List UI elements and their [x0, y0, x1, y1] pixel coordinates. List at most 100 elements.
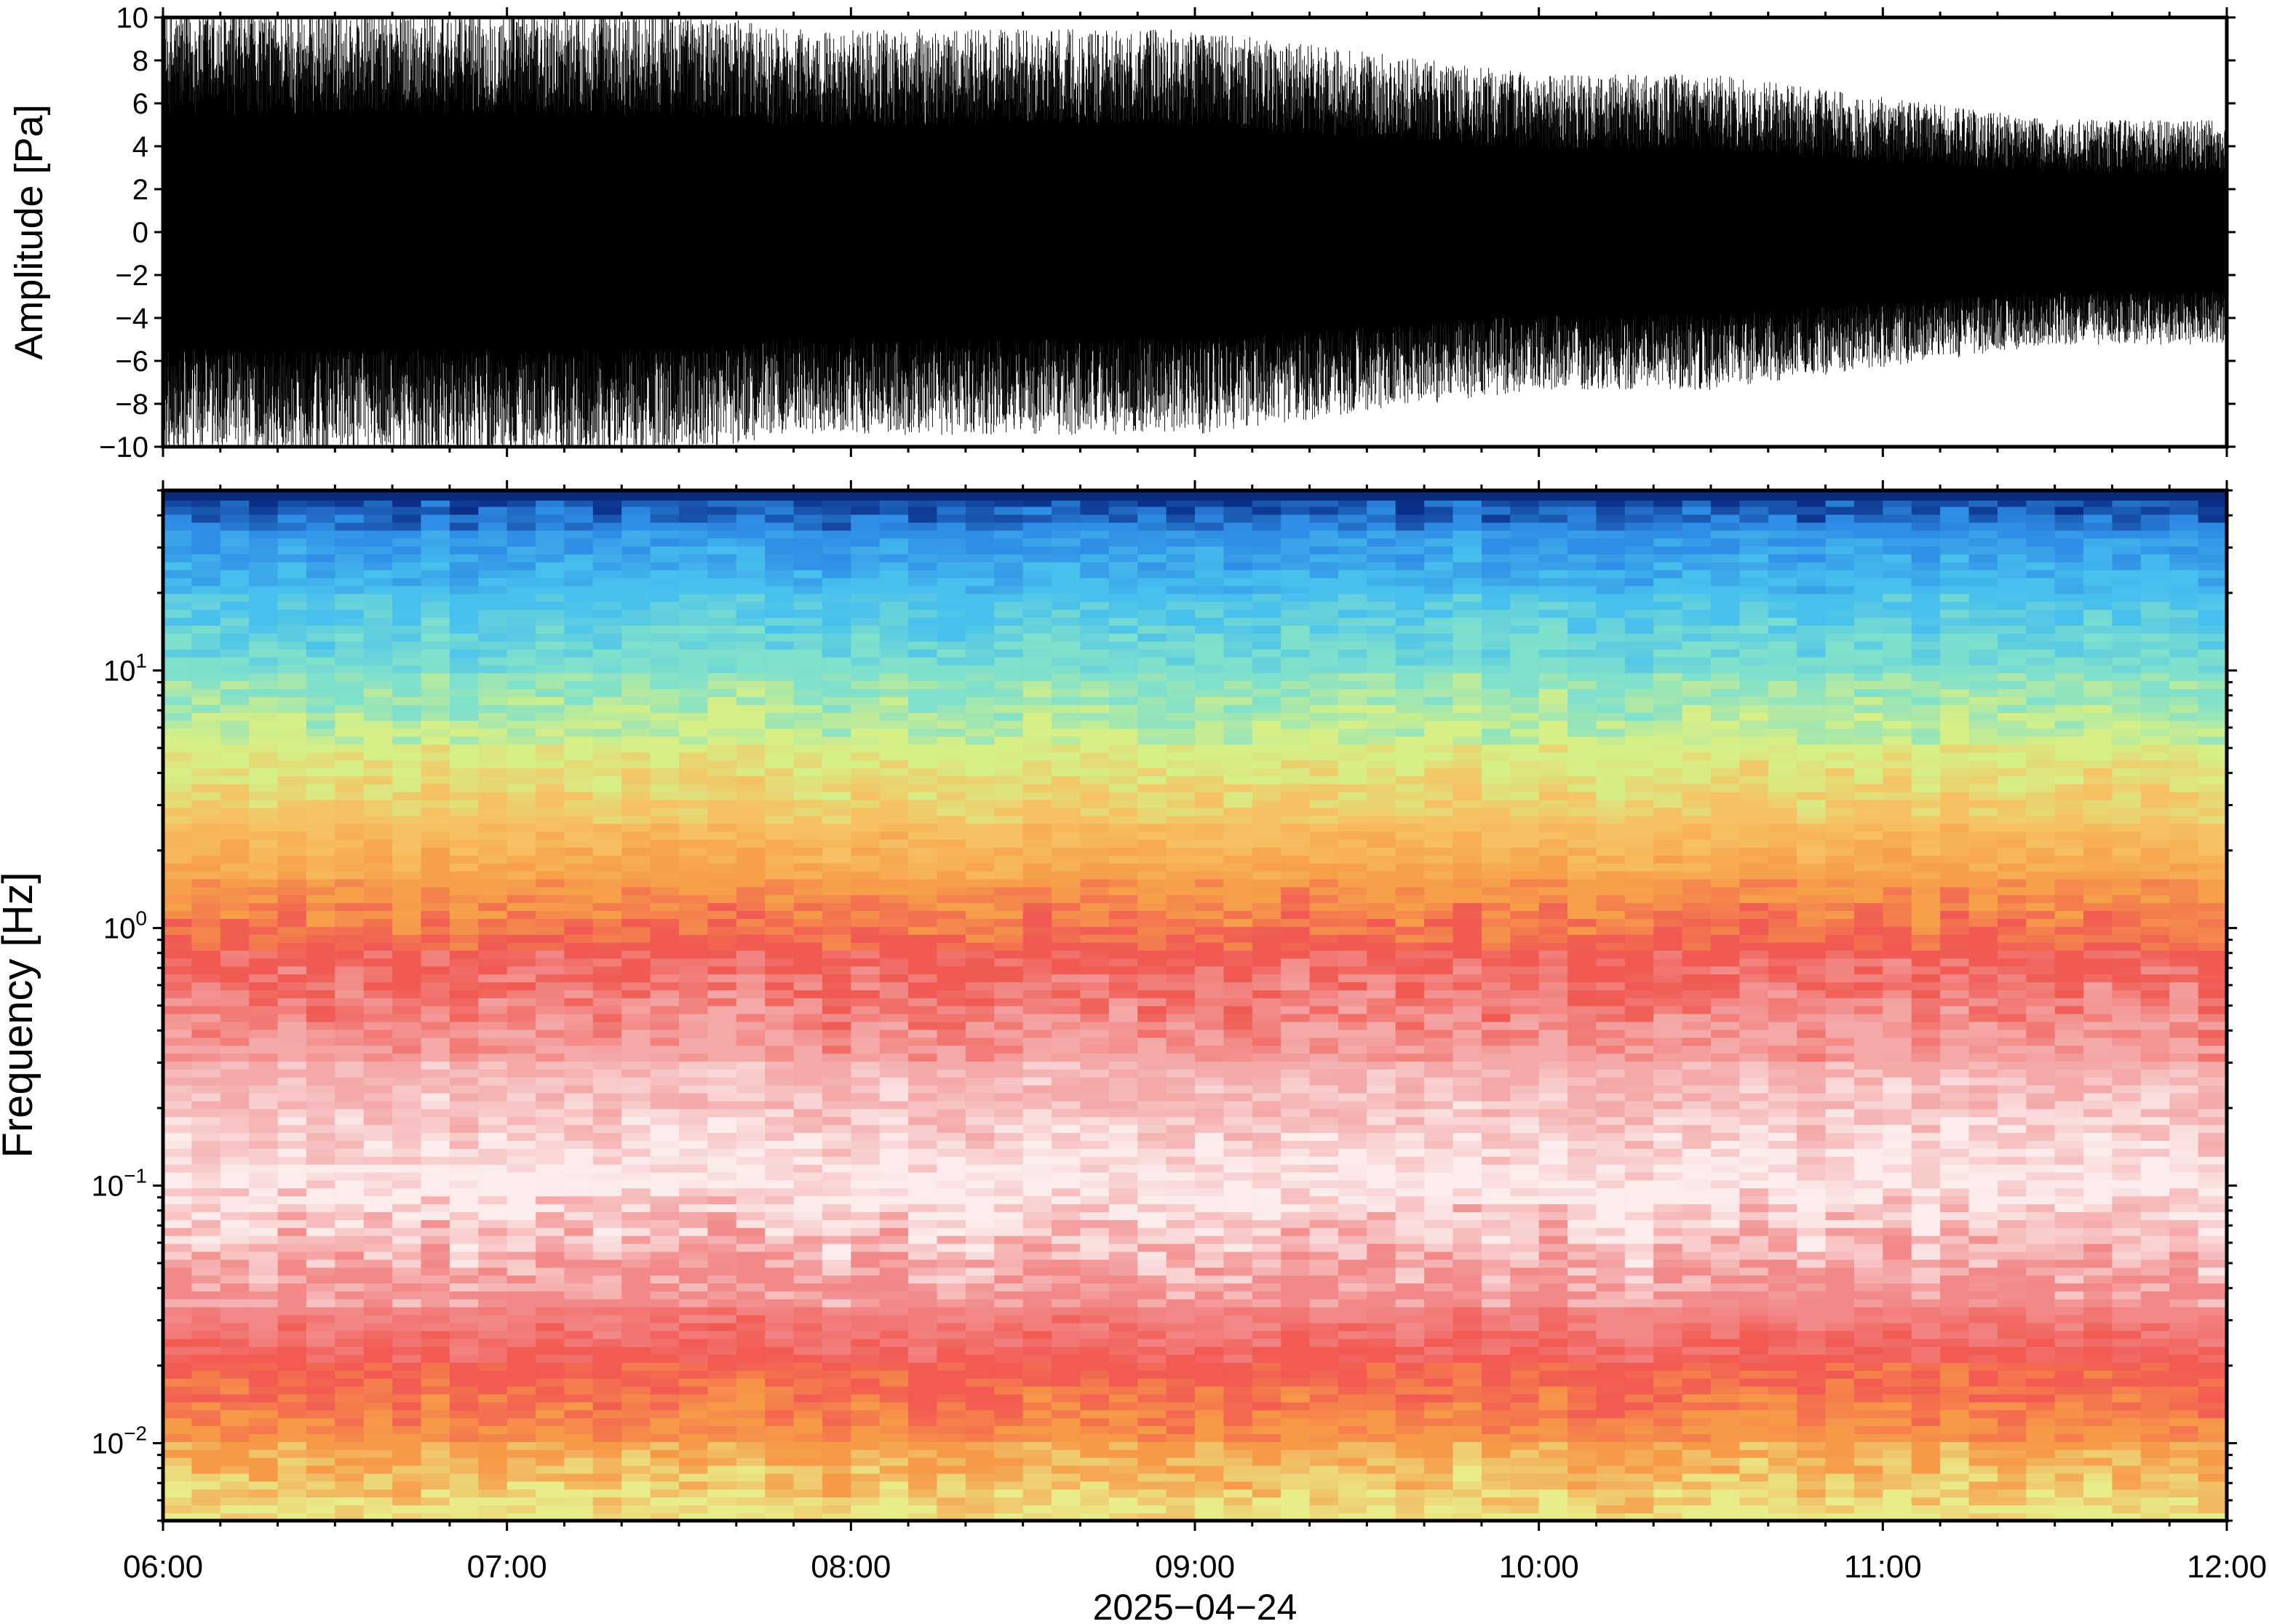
- spectrogram-cell: [1022, 776, 1052, 784]
- spectrogram-cell: [449, 768, 480, 776]
- spectrogram-cell: [736, 918, 766, 927]
- spectrogram-cell: [449, 878, 480, 888]
- spectrogram-cell: [994, 942, 1024, 951]
- spectrogram-cell: [707, 894, 737, 904]
- spectrogram-cell: [421, 1235, 450, 1244]
- spectrogram-cell: [506, 688, 536, 697]
- spectrogram-cell: [650, 768, 680, 776]
- spectrogram-cell: [536, 1425, 565, 1434]
- spectrogram-cell: [1052, 1473, 1081, 1482]
- spectrogram-cell: [335, 839, 365, 848]
- spectrogram-cell: [851, 554, 881, 562]
- spectrogram-cell: [879, 1006, 909, 1014]
- spectrogram-cell: [478, 1425, 508, 1434]
- spectrogram-cell: [163, 641, 193, 650]
- spectrogram-cell: [765, 1092, 795, 1102]
- spectrogram-cell: [1137, 815, 1167, 824]
- spectrogram-cell: [793, 1481, 823, 1490]
- spectrogram-cell: [793, 1346, 823, 1356]
- spectrogram-cell: [1166, 1267, 1196, 1276]
- spectrogram-cell: [1080, 799, 1110, 808]
- spectrogram-cell: [449, 546, 480, 554]
- spectrogram-cell: [965, 554, 996, 562]
- spectrogram-cell: [1080, 934, 1110, 943]
- spectrogram-cell: [650, 918, 680, 927]
- spectrogram-cell: [822, 546, 852, 554]
- spectrogram-cell: [650, 776, 680, 784]
- spectrogram-cell: [592, 641, 622, 650]
- spectrogram-cell: [765, 625, 795, 634]
- spectrogram-cell: [679, 1029, 709, 1038]
- spectrogram-cell: [937, 609, 966, 618]
- spectrogram-cell: [1108, 934, 1138, 943]
- spectrogram-cell: [163, 1108, 193, 1118]
- spectrogram-cell: [306, 736, 336, 745]
- spectrogram-cell: [335, 593, 365, 602]
- spectrogram-cell: [449, 1021, 480, 1030]
- spectrogram-cell: [679, 656, 709, 666]
- spectrogram-cell: [937, 1457, 966, 1466]
- spectrogram-cell: [822, 1045, 852, 1054]
- spectrogram-cell: [363, 1393, 393, 1403]
- spectrogram-cell: [1166, 641, 1196, 650]
- spectrogram-cell: [1137, 942, 1167, 951]
- spectrogram-cell: [965, 776, 996, 784]
- spectrogram-cell: [1080, 1116, 1110, 1126]
- spectrogram-cell: [707, 855, 737, 864]
- spectrogram-cell: [679, 768, 709, 776]
- spectrogram-cell: [994, 910, 1024, 919]
- spectrogram-cell: [736, 823, 766, 832]
- spectrogram-cell: [163, 617, 193, 626]
- spectrogram-cell: [191, 1029, 221, 1038]
- spectrogram-cell: [621, 1330, 651, 1340]
- spectrogram-cell: [421, 530, 450, 539]
- spectrogram-cell: [879, 1084, 909, 1094]
- spectrogram-cell: [1108, 1077, 1138, 1086]
- spectrogram-cell: [679, 1243, 709, 1252]
- spectrogram-cell: [506, 990, 536, 998]
- spectrogram-cell: [621, 1433, 651, 1442]
- spectrogram-cell: [592, 1092, 622, 1102]
- spectrogram-cell: [707, 966, 737, 975]
- spectrogram-cell: [621, 1148, 651, 1157]
- spectrogram-cell: [277, 1489, 307, 1498]
- spectrogram-cell: [707, 1187, 737, 1197]
- spectrogram-cell: [679, 522, 709, 531]
- spectrogram-cell: [191, 1370, 221, 1379]
- spectrogram-cell: [478, 1267, 508, 1276]
- spectrogram-cell: [1195, 942, 1225, 951]
- spectrogram-cell: [306, 498, 336, 507]
- spectrogram-cell: [1080, 1021, 1110, 1030]
- spectrogram-cell: [249, 736, 279, 745]
- spectrogram-cell: [1022, 1211, 1052, 1220]
- spectrogram-cell: [449, 641, 480, 650]
- spectrogram-cell: [679, 1409, 709, 1419]
- spectrogram-cell: [937, 1330, 966, 1340]
- spectrogram-cell: [536, 1275, 565, 1283]
- spectrogram-cell: [879, 728, 909, 737]
- spectrogram-cell: [1166, 506, 1196, 515]
- spectrogram-cell: [1052, 823, 1081, 832]
- spectrogram-cell: [478, 680, 508, 690]
- spectrogram-cell: [506, 974, 536, 983]
- spectrogram-cell: [277, 593, 307, 602]
- spectrogram-cell: [421, 950, 450, 959]
- spectrogram-cell: [564, 1171, 594, 1181]
- spectrogram-cell: [822, 942, 852, 951]
- spectrogram-cell: [851, 1163, 881, 1173]
- spectrogram-cell: [392, 522, 422, 531]
- spectrogram-cell: [592, 514, 622, 523]
- spectrogram-cell: [1108, 1322, 1138, 1332]
- spectrogram-cell: [793, 1219, 823, 1228]
- spectrogram-cell: [707, 641, 737, 650]
- spectrogram-cell: [679, 1267, 709, 1276]
- spectrogram-cell: [621, 538, 651, 547]
- spectrogram-cell: [965, 894, 996, 904]
- spectrogram-cell: [650, 1187, 680, 1197]
- spectrogram-cell: [1137, 966, 1167, 975]
- spectrogram-cell: [363, 776, 393, 784]
- spectrogram-cell: [765, 641, 795, 650]
- spectrogram-cell: [564, 1291, 594, 1299]
- spectrogram-cell: [1166, 998, 1196, 1006]
- spectrogram-cell: [335, 1417, 365, 1427]
